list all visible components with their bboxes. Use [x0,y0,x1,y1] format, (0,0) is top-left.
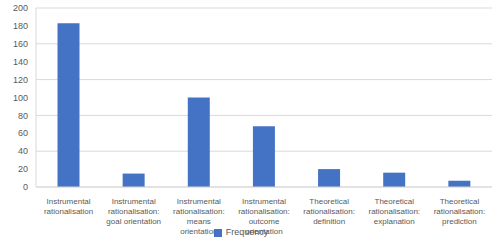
svg-text:100: 100 [13,93,28,103]
svg-text:20: 20 [18,164,28,174]
svg-text:Instrumentalrationalisation:go: Instrumentalrationalisation:goal orienta… [106,197,161,226]
svg-text:140: 140 [13,57,28,67]
svg-text:Theoreticalrationalisation:pre: Theoreticalrationalisation:prediction [434,197,486,226]
svg-text:Theoreticalrationalisation:exp: Theoreticalrationalisation:explanation [368,197,420,226]
svg-text:Instrumentalrationalisation:me: Instrumentalrationalisation:meansorienta… [173,197,225,236]
svg-text:40: 40 [18,146,28,156]
svg-text:180: 180 [13,21,28,31]
svg-text:Instrumentalrationalisation: Instrumentalrationalisation [44,197,93,216]
svg-text:80: 80 [18,111,28,121]
svg-text:Theoreticalrationalisation:def: Theoreticalrationalisation:definition [303,197,355,226]
svg-text:160: 160 [13,39,28,49]
svg-text:120: 120 [13,75,28,85]
svg-text:60: 60 [18,128,28,138]
svg-text:Instrumentalrationalisation:ou: Instrumentalrationalisation:outcomeorien… [238,197,290,236]
svg-text:0: 0 [23,182,28,192]
svg-text:200: 200 [13,3,28,13]
